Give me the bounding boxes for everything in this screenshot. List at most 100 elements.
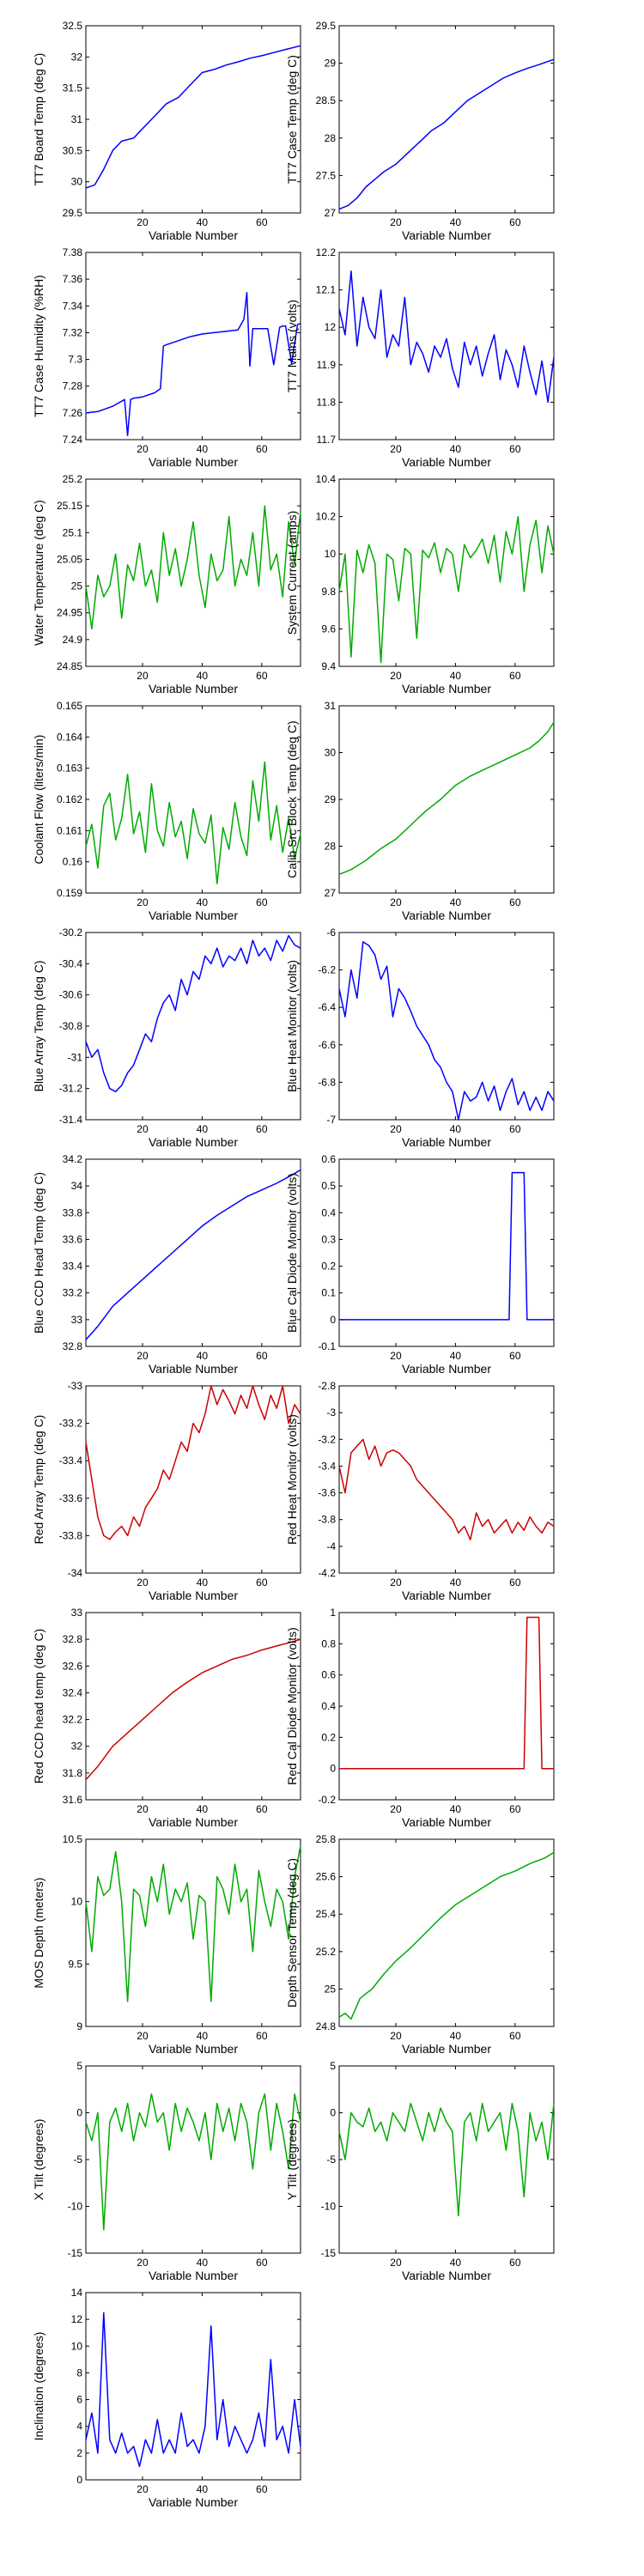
chart-panel-9: -31.4 -31.2 -31 -30.8 -30.6 -30.4 -30.2 20 40 60 V… — [32, 927, 301, 1149]
y-tick-label: 7.24 — [63, 434, 83, 446]
x-axis-label: Variable Number — [149, 455, 238, 469]
y-axis-label: Blue CCD Head Temp (deg C) — [32, 1172, 46, 1334]
x-tick-label: 60 — [256, 1577, 268, 1589]
y-tick-label: -30.8 — [59, 1020, 83, 1032]
plot-area — [85, 478, 301, 667]
x-tick-label: 60 — [256, 2483, 268, 2495]
plot-area — [85, 1612, 301, 1801]
x-tick-label: 60 — [256, 216, 268, 228]
y-tick-label: -6.6 — [318, 1039, 336, 1051]
x-tick-label: 20 — [137, 1350, 149, 1362]
y-tick-label: 11.9 — [317, 359, 337, 371]
y-tick-label: -7 — [326, 1114, 336, 1126]
y-tick-label: -30.6 — [59, 989, 83, 1001]
y-tick-label: 0.165 — [57, 700, 82, 712]
x-tick-label: 40 — [450, 1803, 462, 1815]
y-tick-label: -10 — [321, 2201, 337, 2213]
y-tick-label: -30.4 — [59, 957, 83, 969]
x-tick-label: 20 — [390, 2030, 402, 2042]
chart-panel-21: 0 2 4 6 8 10 12 14 20 40 60 Variable Number Inclinat… — [32, 2287, 301, 2509]
y-tick-label: -33.4 — [59, 1455, 83, 1467]
y-tick-label: 32 — [71, 1741, 83, 1753]
y-tick-label: 31 — [325, 700, 337, 712]
x-tick-label: 20 — [137, 2257, 149, 2269]
y-tick-label: 29.5 — [316, 20, 337, 32]
y-tick-label: -30.2 — [59, 927, 83, 939]
x-axis-label: Variable Number — [402, 682, 491, 696]
x-tick-label: 60 — [509, 670, 521, 682]
plot-area — [338, 2065, 555, 2254]
x-tick-label: 20 — [137, 2030, 149, 2042]
x-tick-label: 60 — [256, 443, 268, 455]
plot-area — [338, 252, 555, 440]
chart-panel-1: 29.5 30 30.5 31 31.5 32 32.5 20 40 60 Variable Num… — [32, 20, 301, 242]
series-line — [85, 1169, 301, 1340]
x-tick-label: 40 — [450, 1123, 462, 1135]
x-tick-label: 20 — [137, 896, 149, 908]
x-axis-label: Variable Number — [402, 1135, 491, 1149]
y-axis-label: Blue Heat Monitor (volts) — [285, 960, 299, 1092]
y-tick-label: 32 — [71, 51, 83, 63]
series-line — [85, 1845, 301, 2002]
x-tick-label: 60 — [509, 216, 521, 228]
series-line — [338, 1438, 555, 1540]
chart-panel-10: -7 -6.8 -6.6 -6.4 -6.2 -6 20 40 60 Variable Numbe… — [285, 927, 555, 1149]
y-tick-label: 34.2 — [63, 1153, 83, 1165]
y-tick-label: 6 — [76, 2394, 82, 2406]
y-tick-label: 25.8 — [316, 1833, 337, 1845]
chart-panel-12: -0.1 0 0.1 0.2 0.3 0.4 0.5 0.6 20 40 60 Variable Nu… — [285, 1153, 555, 1376]
x-axis-label: Variable Number — [402, 228, 491, 242]
y-tick-label: -33 — [68, 1380, 83, 1392]
x-tick-label: 60 — [256, 670, 268, 682]
x-tick-label: 60 — [509, 1577, 521, 1589]
y-tick-label: -3 — [326, 1406, 336, 1419]
plot-area — [338, 25, 555, 214]
y-tick-label: 24.85 — [57, 660, 82, 672]
y-tick-label: 25.15 — [57, 500, 82, 512]
y-axis-label: Red Array Temp (deg C) — [32, 1415, 46, 1545]
y-axis-label: TT7 Case Temp (deg C) — [285, 55, 299, 184]
y-tick-label: 0 — [330, 1763, 336, 1775]
y-tick-label: 25.2 — [63, 473, 83, 485]
y-tick-label: 28 — [325, 841, 337, 853]
y-tick-label: -6.2 — [318, 964, 336, 976]
y-tick-label: 0 — [330, 1314, 336, 1326]
x-tick-label: 60 — [256, 1350, 268, 1362]
x-axis-label: Variable Number — [402, 2042, 491, 2056]
y-axis-label: MOS Depth (meters) — [32, 1877, 46, 1988]
series-line — [338, 721, 555, 875]
y-tick-label: 28 — [325, 132, 337, 144]
y-tick-label: 28.5 — [316, 94, 337, 106]
x-tick-label: 20 — [137, 216, 149, 228]
x-tick-label: 40 — [450, 216, 462, 228]
x-tick-label: 20 — [390, 1123, 402, 1135]
y-tick-label: -4 — [326, 1540, 336, 1552]
x-tick-label: 60 — [256, 2030, 268, 2042]
y-tick-label: 33.2 — [63, 1287, 83, 1299]
series-line — [85, 2093, 301, 2231]
y-tick-label: 12.1 — [316, 284, 337, 296]
y-tick-label: 25 — [71, 580, 83, 592]
x-tick-label: 40 — [197, 443, 209, 455]
chart-panel-16: -0.2 0 0.2 0.4 0.6 0.8 1 20 40 60 Variable Number R… — [285, 1607, 555, 1829]
y-tick-label: 32.4 — [63, 1686, 83, 1698]
x-tick-label: 20 — [390, 1350, 402, 1362]
y-tick-label: 25.05 — [57, 553, 82, 565]
y-tick-label: 31.8 — [63, 1767, 83, 1779]
plot-area — [85, 1838, 301, 2027]
y-axis-label: Depth Sensor Temp (deg C) — [285, 1858, 299, 2008]
plot-area — [85, 1158, 301, 1347]
chart-panel-8: 27 28 29 30 31 20 40 60 Variable Number Calib Src… — [285, 700, 555, 922]
y-tick-label: 0.16 — [63, 856, 83, 868]
series-line — [338, 2102, 555, 2217]
x-tick-label: 60 — [256, 2257, 268, 2269]
series-line — [338, 58, 555, 210]
y-tick-label: -6.8 — [318, 1076, 336, 1088]
y-tick-label: -6 — [326, 927, 336, 939]
y-tick-label: -3.8 — [318, 1514, 336, 1526]
x-tick-label: 40 — [197, 896, 209, 908]
x-tick-label: 20 — [390, 2257, 402, 2269]
y-tick-label: 7.34 — [63, 300, 83, 312]
x-tick-label: 40 — [197, 1577, 209, 1589]
